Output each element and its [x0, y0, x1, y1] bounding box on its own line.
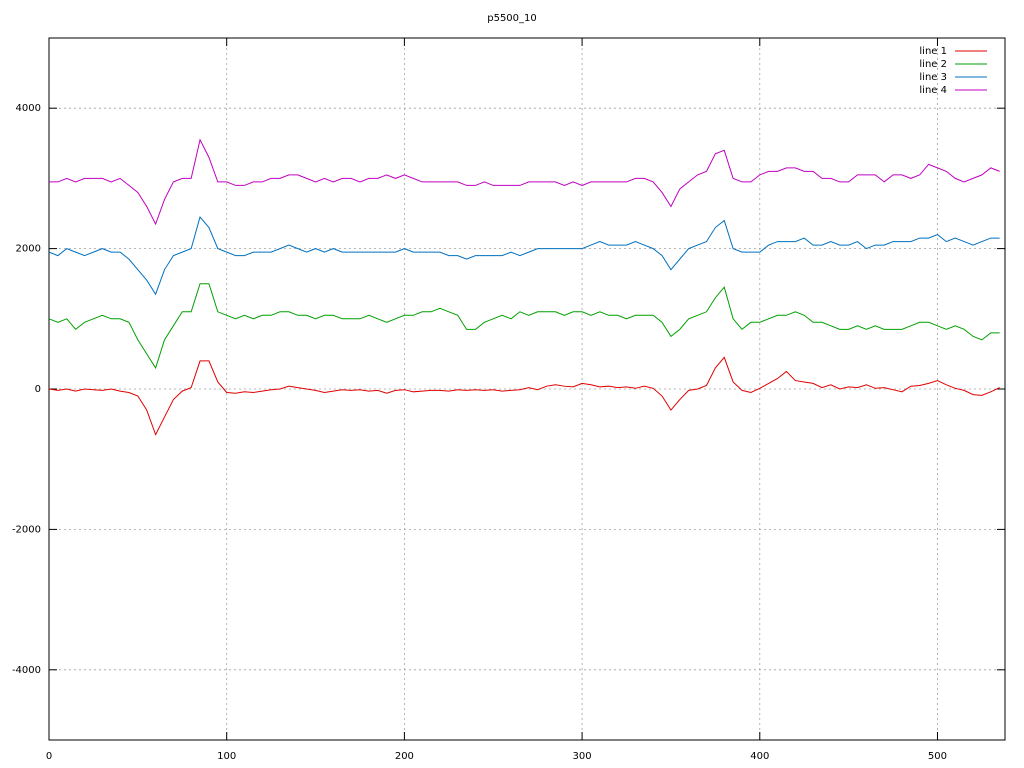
legend-label: line 4	[919, 85, 947, 96]
x-tick-label: 100	[217, 751, 236, 762]
y-tick-label: -2000	[12, 524, 41, 535]
y-tick-label: -4000	[12, 665, 41, 676]
x-tick-label: 200	[395, 751, 414, 762]
chart-title: p5500_10	[487, 13, 537, 24]
y-tick-label: 0	[35, 384, 41, 395]
series-line	[48, 356, 1000, 436]
series-line	[48, 215, 1000, 296]
y-tick-label: 4000	[16, 103, 41, 114]
x-tick-label: 500	[928, 751, 947, 762]
legend-label: line 1	[919, 46, 947, 57]
x-tick-label: 0	[46, 751, 52, 762]
legend-label: line 2	[919, 59, 947, 70]
x-tick-label: 300	[573, 751, 592, 762]
plot-border	[48, 37, 1006, 741]
series-line	[48, 283, 1000, 370]
legend-label: line 3	[919, 72, 947, 83]
series-line	[49, 138, 1000, 226]
y-tick-label: 2000	[16, 244, 41, 255]
x-tick-label: 400	[750, 751, 769, 762]
